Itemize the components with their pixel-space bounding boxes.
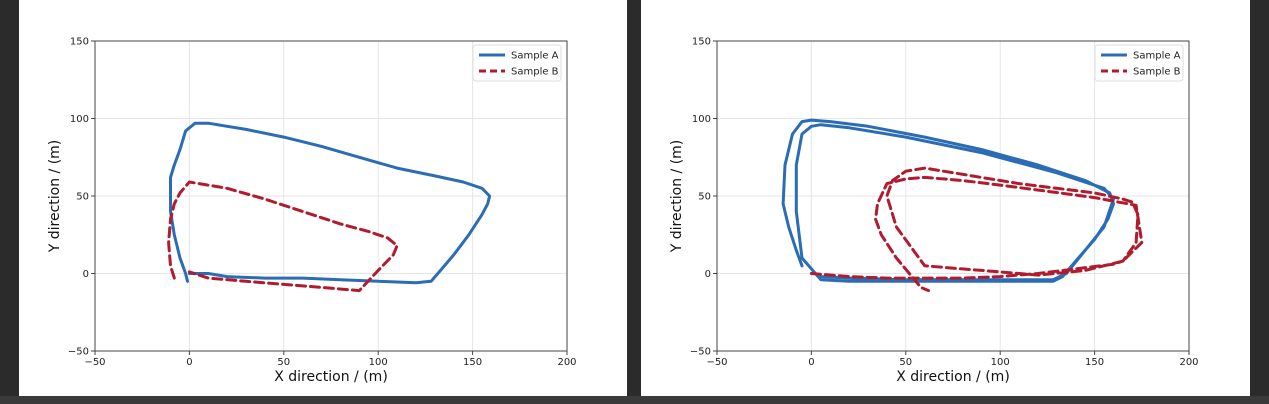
legend-label: Sample B — [511, 67, 559, 78]
y-tick-label: 100 — [692, 114, 711, 125]
chart-panel-right: −50 0 50 100 150 200 −50 0 50 100 150 X direction /… — [641, 0, 1250, 396]
x-tick-label: 0 — [808, 357, 814, 368]
trajectory-chart-left: −50 0 50 100 150 200 −50 0 50 100 150 X direction /… — [47, 37, 577, 386]
x-tick-label: 200 — [557, 357, 576, 368]
x-axis-title: X direction / (m) — [896, 369, 1010, 385]
y-tick-label: 50 — [698, 192, 711, 203]
series-line-sample-a — [169, 121, 492, 285]
x-tick-label: 100 — [991, 357, 1010, 368]
y-axis-title: Y direction / (m) — [47, 140, 63, 254]
x-tick-label: −50 — [84, 357, 105, 368]
x-tick-label: 150 — [463, 357, 482, 368]
x-tick-label: 200 — [1179, 357, 1198, 368]
y-tick-label: −50 — [690, 347, 711, 358]
window-bottom-strip — [0, 396, 1269, 404]
series-line-sample-b — [167, 180, 399, 293]
y-tick-label: −50 — [68, 347, 89, 358]
y-tick-label: 100 — [70, 114, 89, 125]
series-line-sample-a — [781, 118, 1115, 283]
x-tick-label: 50 — [277, 357, 290, 368]
legend-label: Sample A — [1133, 51, 1181, 62]
x-axis-title: X direction / (m) — [274, 369, 388, 385]
y-tick-label: 150 — [70, 37, 89, 48]
y-tick-label: 50 — [76, 192, 89, 203]
trajectory-chart-right: −50 0 50 100 150 200 −50 0 50 100 150 X direction /… — [669, 37, 1199, 386]
y-tick-label: 150 — [692, 37, 711, 48]
x-tick-label: 150 — [1085, 357, 1104, 368]
y-axis-title: Y direction / (m) — [669, 140, 685, 254]
x-tick-label: −50 — [706, 357, 727, 368]
x-tick-label: 50 — [899, 357, 912, 368]
legend-label: Sample A — [511, 51, 559, 62]
y-tick-label: 0 — [83, 269, 89, 280]
legend-label: Sample B — [1133, 67, 1181, 78]
x-tick-label: 100 — [369, 357, 388, 368]
x-tick-label: 0 — [186, 357, 192, 368]
chart-panel-left: −50 0 50 100 150 200 −50 0 50 100 150 X direction /… — [19, 0, 627, 396]
series-line-sample-b — [809, 166, 1144, 293]
y-tick-label: 0 — [705, 269, 711, 280]
